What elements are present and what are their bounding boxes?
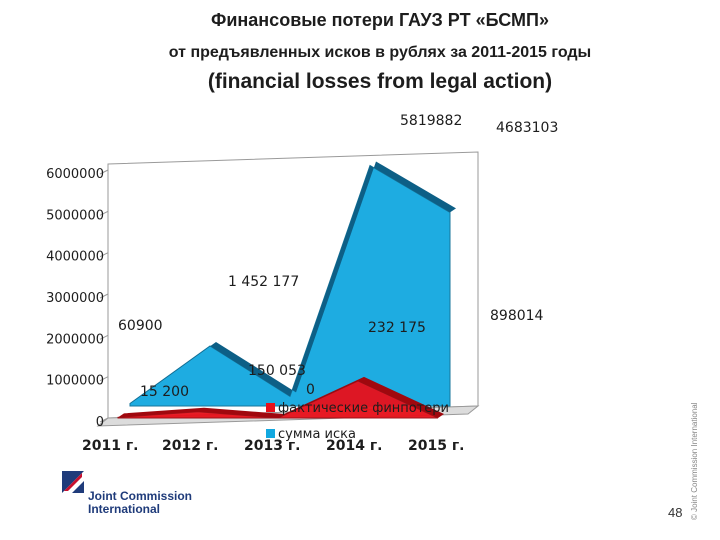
slide-subtitle-english: (financial losses from legal action) (207, 70, 553, 93)
y-tick-label: 5000000 (46, 208, 104, 223)
y-tick-label: 1000000 (46, 374, 104, 389)
y-tick-label: 4000000 (46, 250, 104, 265)
legend-label-0: фактические финпотери (278, 401, 449, 416)
page-number: 48 (668, 505, 683, 520)
x-tick-label-0: 2011 г. (82, 438, 138, 454)
data-label-s0-2: 0 (306, 382, 315, 398)
data-label-s0-3: 898014 (490, 308, 544, 324)
legend-label-1: сумма иска (278, 427, 356, 442)
logo-line-2: International (88, 502, 161, 516)
y-tick-line (99, 169, 109, 175)
y-tick-line (99, 210, 109, 216)
data-label-s0-1: 150 053 (248, 363, 306, 379)
data-label-s1-1: 1 452 177 (228, 274, 299, 290)
slide-badge: APR 9 (22, 17, 65, 33)
x-tick-label-1: 2012 г. (162, 438, 218, 454)
logo-text: Joint Commission International (88, 490, 192, 516)
x-tick-label-3: 2014 г. (326, 438, 382, 454)
area-chart: 0 1000000 2000000 3000000 4000000 5000000 6000… (46, 113, 558, 454)
x-tick-label-4: 2015 г. (408, 438, 464, 454)
x-tick-label-2: 2013 г. (244, 438, 300, 454)
y-tick-label: 6000000 (46, 167, 104, 182)
legend-swatch-0 (266, 403, 275, 412)
data-label-s1-4: 4683103 (496, 120, 558, 136)
y-tick-line (99, 293, 109, 299)
y-tick-label: 3000000 (46, 291, 104, 306)
data-label-s1-3: 5819882 (400, 113, 462, 129)
data-label-s1-0: 60900 (118, 318, 163, 334)
data-label-s1-2: 232 175 (368, 320, 426, 336)
slide-subtitle: от предъявленных исков в рублях за 2011-… (168, 44, 592, 61)
y-tick-line (99, 376, 109, 382)
slide-title: Финансовые потери ГАУЗ РТ «БСМП» (211, 10, 549, 30)
y-tick-line (99, 252, 109, 258)
jci-logo-icon (62, 471, 84, 493)
logo-line-1: Joint Commission (88, 489, 193, 503)
y-tick-label: 2000000 (46, 332, 104, 347)
series-rim-0 (118, 376, 444, 418)
copyright-text: © Joint Commission International (690, 402, 699, 521)
y-tick-line (99, 417, 109, 423)
data-label-s0-0: 15 200 (140, 384, 189, 400)
y-tick-line (99, 334, 109, 340)
y-tick-label: 0 (96, 415, 104, 430)
legend-swatch-1 (266, 429, 275, 438)
